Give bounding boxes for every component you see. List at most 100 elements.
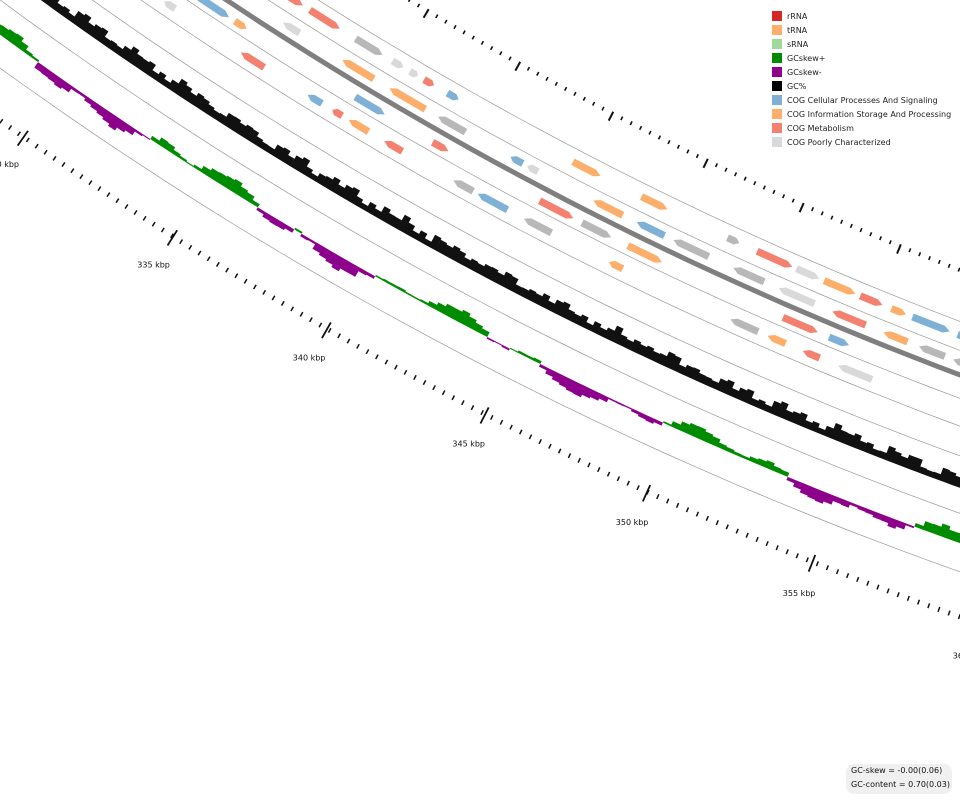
gene-arrow (733, 267, 766, 286)
legend-swatch (772, 39, 782, 49)
legend-label: GCskew+ (787, 53, 826, 63)
tick-mark (435, 14, 439, 19)
legend-label: sRNA (787, 39, 809, 49)
gene-arrow (348, 119, 371, 135)
gene-arrow (523, 218, 554, 237)
gene-arrow (332, 108, 344, 119)
tick-mark (620, 116, 624, 121)
gene-arrow (232, 18, 247, 30)
tick-mark (480, 40, 485, 45)
gene-arrow (308, 7, 340, 29)
scale-tick (685, 507, 690, 513)
tick-mark (849, 223, 853, 229)
gene-arrow (626, 242, 662, 263)
gene-arrow (795, 265, 820, 280)
scale-tick (795, 553, 799, 559)
gene-arrow (287, 0, 303, 6)
tick-mark (416, 3, 421, 8)
scale-tick (665, 498, 670, 504)
scale-tick (290, 306, 295, 312)
scale-tick (384, 359, 389, 365)
scale-tick (179, 239, 184, 245)
kbp-tick-label: 350 kbp (616, 518, 649, 527)
scale-tick (441, 390, 446, 396)
tick-mark (937, 259, 941, 265)
gene-arrow (390, 57, 404, 69)
legend-item: rRNA (772, 9, 951, 23)
gene-arrow (858, 292, 883, 306)
legend-item: COG Poorly Characterized (772, 135, 951, 149)
legend-label: GCskew- (787, 67, 822, 77)
scale-tick (528, 434, 533, 440)
tick-mark (453, 24, 457, 30)
scale-tick (70, 168, 75, 174)
scale-tick (616, 476, 621, 482)
scale-tick (215, 261, 220, 267)
scale-tick (309, 317, 313, 323)
tick-mark (859, 227, 863, 233)
gene-arrow (730, 318, 760, 335)
kbp-tick-label: 355 kbp (783, 589, 816, 598)
gene-arrow (593, 200, 625, 219)
tick-mark (667, 139, 671, 145)
scale-major-tick (807, 554, 817, 572)
gene-arrow (453, 180, 475, 195)
tick-mark (714, 163, 719, 168)
scale-tick (327, 327, 332, 333)
scale-tick (480, 409, 484, 416)
tick-mark (782, 194, 786, 199)
tick-mark (607, 111, 615, 122)
scale-tick (765, 540, 769, 547)
gene-arrow (636, 221, 667, 239)
scale-tick (432, 385, 436, 391)
scale-tick (25, 137, 30, 143)
scale-tick (715, 520, 719, 526)
gene-arrow (240, 52, 267, 71)
tick-mark (908, 248, 912, 253)
legend-swatch (772, 95, 782, 105)
guide-line (186, 0, 960, 399)
tick-mark (753, 180, 757, 186)
tick-mark (444, 19, 448, 24)
scale-tick (375, 354, 379, 360)
legend-swatch (772, 25, 782, 35)
gene-arrow (430, 139, 449, 152)
tick-mark (489, 45, 494, 51)
scale-tick (43, 149, 48, 155)
guide-line (0, 0, 960, 514)
legend-item: GCskew- (772, 65, 951, 79)
gene-arrow (510, 156, 525, 167)
tick-mark (957, 267, 960, 272)
scale-tick (866, 580, 870, 586)
scale-tick (280, 300, 285, 306)
gene-arrow (832, 310, 868, 329)
legend-swatch (772, 53, 782, 63)
gene-arrow (673, 239, 711, 260)
gc-percent-band (40, 0, 960, 488)
legend-swatch (772, 11, 782, 21)
scale-tick (835, 569, 840, 575)
tick-mark (702, 158, 709, 169)
legend-swatch (772, 67, 782, 77)
gene-arrow (778, 287, 816, 308)
scale-tick (886, 588, 890, 594)
scale-tick (538, 438, 542, 445)
tick-mark (407, 0, 411, 3)
tick-mark (638, 125, 643, 131)
legend-label: GC% (787, 81, 807, 91)
tick-mark (791, 198, 795, 203)
scale-tick (745, 532, 749, 538)
gene-arrow (883, 331, 909, 346)
tick-mark (601, 106, 605, 111)
legend-item: sRNA (772, 37, 951, 51)
kbp-tick-label: 330 kbp (0, 160, 19, 169)
scale-tick (695, 511, 700, 517)
scale-tick (577, 457, 581, 463)
scale-tick (234, 273, 239, 279)
gene-arrow (956, 331, 960, 340)
gc-stats-box: GC-skew = -0.00(0.06) GC-content = 0.70(… (846, 764, 952, 794)
tick-mark (724, 167, 728, 172)
tick-mark (695, 153, 699, 159)
scale-tick (243, 278, 248, 284)
